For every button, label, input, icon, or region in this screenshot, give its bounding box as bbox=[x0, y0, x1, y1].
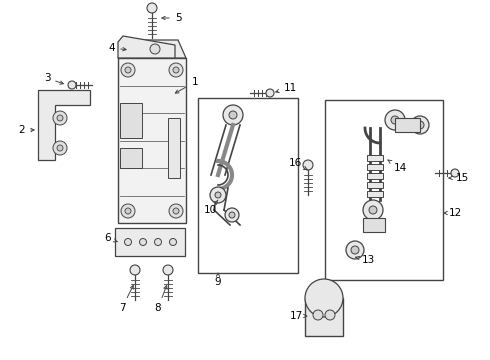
Circle shape bbox=[68, 81, 76, 89]
Bar bbox=[120, 103, 142, 138]
Bar bbox=[395, 118, 420, 132]
Bar bbox=[120, 148, 142, 168]
Text: 11: 11 bbox=[276, 83, 296, 93]
Polygon shape bbox=[38, 90, 90, 160]
Bar bbox=[363, 218, 385, 232]
Text: 5: 5 bbox=[162, 13, 181, 23]
Circle shape bbox=[163, 265, 173, 275]
Circle shape bbox=[385, 110, 405, 130]
Circle shape bbox=[451, 169, 459, 177]
Circle shape bbox=[313, 310, 323, 320]
Text: 16: 16 bbox=[289, 158, 307, 170]
Bar bbox=[305, 298, 343, 336]
Circle shape bbox=[325, 310, 335, 320]
Text: 8: 8 bbox=[155, 285, 167, 313]
Circle shape bbox=[57, 145, 63, 151]
Bar bbox=[168, 118, 180, 178]
Circle shape bbox=[363, 200, 383, 220]
Text: 1: 1 bbox=[175, 77, 198, 93]
Circle shape bbox=[150, 44, 160, 54]
Circle shape bbox=[121, 204, 135, 218]
Circle shape bbox=[125, 67, 131, 73]
Polygon shape bbox=[118, 36, 175, 58]
Circle shape bbox=[169, 63, 183, 77]
Circle shape bbox=[173, 67, 179, 73]
Circle shape bbox=[416, 121, 424, 129]
Bar bbox=[198, 98, 298, 273]
Bar bbox=[115, 228, 185, 256]
Polygon shape bbox=[118, 40, 186, 58]
Circle shape bbox=[266, 89, 274, 97]
Circle shape bbox=[391, 116, 399, 124]
Circle shape bbox=[229, 111, 237, 119]
Circle shape bbox=[303, 160, 313, 170]
Text: 14: 14 bbox=[388, 160, 407, 173]
Text: 7: 7 bbox=[119, 285, 133, 313]
Bar bbox=[367, 191, 383, 197]
Text: 3: 3 bbox=[44, 73, 63, 84]
Circle shape bbox=[124, 239, 131, 246]
Text: 10: 10 bbox=[203, 200, 218, 215]
Text: 9: 9 bbox=[215, 273, 221, 287]
Circle shape bbox=[210, 187, 226, 203]
Bar bbox=[325, 100, 443, 280]
Circle shape bbox=[125, 208, 131, 214]
Circle shape bbox=[170, 239, 176, 246]
Circle shape bbox=[369, 206, 377, 214]
Circle shape bbox=[225, 208, 239, 222]
Circle shape bbox=[229, 212, 235, 218]
Circle shape bbox=[121, 63, 135, 77]
Text: 2: 2 bbox=[19, 125, 34, 135]
Circle shape bbox=[154, 239, 162, 246]
Text: 4: 4 bbox=[109, 43, 126, 53]
Circle shape bbox=[57, 115, 63, 121]
Circle shape bbox=[411, 116, 429, 134]
Circle shape bbox=[147, 3, 157, 13]
Circle shape bbox=[53, 111, 67, 125]
Bar bbox=[367, 164, 383, 170]
Bar bbox=[367, 182, 383, 188]
Circle shape bbox=[140, 239, 147, 246]
Circle shape bbox=[223, 105, 243, 125]
Circle shape bbox=[346, 241, 364, 259]
Circle shape bbox=[215, 192, 221, 198]
Bar bbox=[118, 58, 186, 223]
Circle shape bbox=[53, 141, 67, 155]
Text: 17: 17 bbox=[290, 311, 307, 321]
Circle shape bbox=[130, 265, 140, 275]
Circle shape bbox=[305, 279, 343, 317]
Text: 6: 6 bbox=[105, 233, 117, 243]
Circle shape bbox=[351, 246, 359, 254]
Circle shape bbox=[169, 204, 183, 218]
Circle shape bbox=[173, 208, 179, 214]
Bar bbox=[367, 155, 383, 161]
Text: 12: 12 bbox=[444, 208, 462, 218]
Text: 15: 15 bbox=[449, 173, 468, 183]
Text: 13: 13 bbox=[356, 255, 375, 265]
Bar bbox=[367, 173, 383, 179]
